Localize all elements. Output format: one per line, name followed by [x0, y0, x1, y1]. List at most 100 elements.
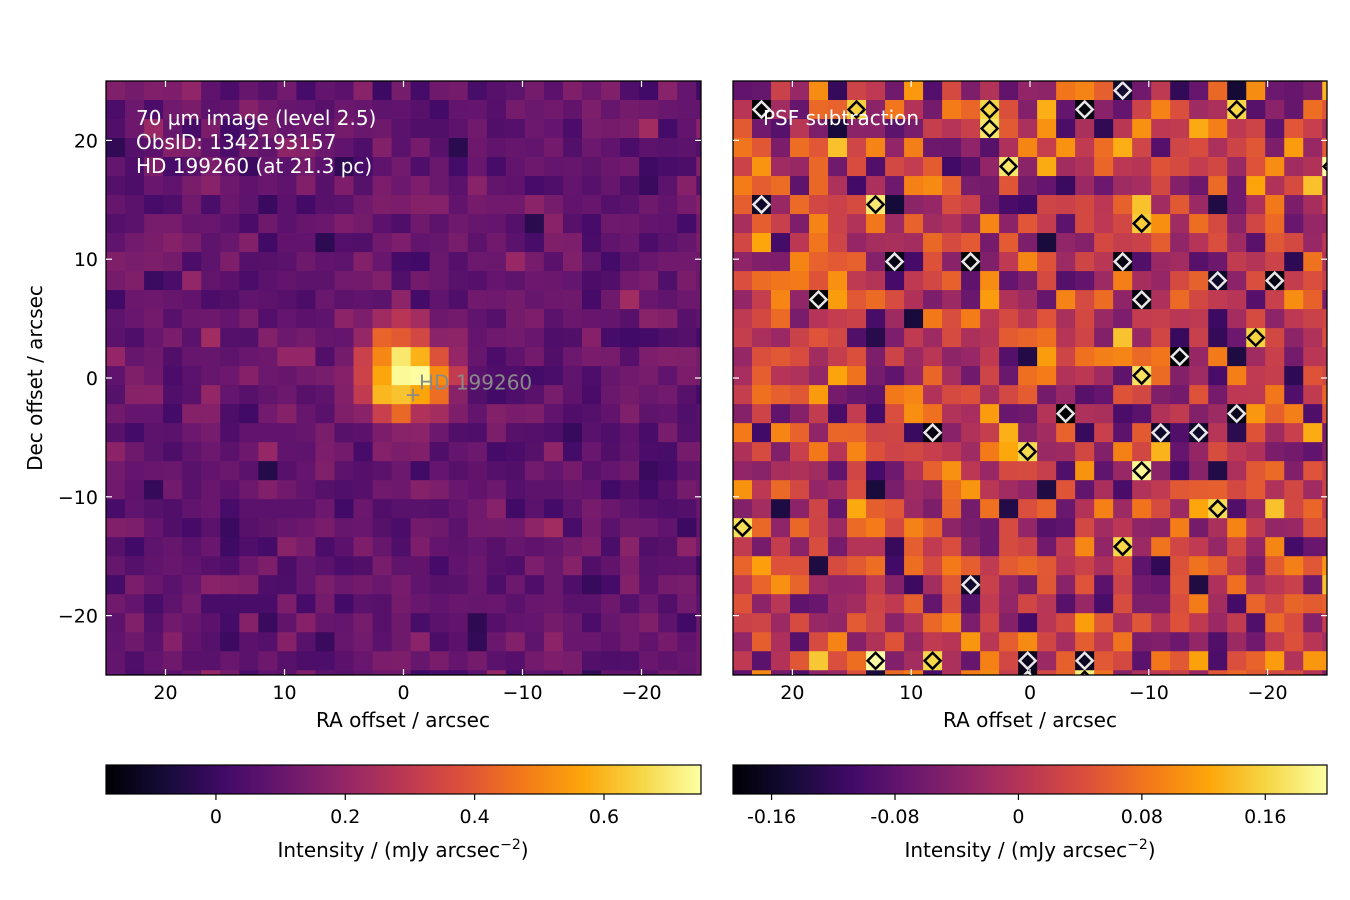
heatmap-pixel [1075, 138, 1095, 158]
heatmap-pixel [866, 252, 886, 272]
heatmap-pixel [1265, 252, 1285, 272]
heatmap-pixel [639, 651, 659, 671]
heatmap-pixel [239, 119, 259, 139]
heatmap-pixel [258, 575, 278, 595]
left-colorbar-label-end: ) [521, 838, 529, 862]
heatmap-pixel [771, 138, 791, 158]
heatmap-pixel [239, 689, 259, 709]
heatmap-pixel [1132, 499, 1152, 519]
heatmap-pixel [752, 271, 772, 291]
heatmap-pixel [790, 423, 810, 443]
heatmap-pixel [866, 461, 886, 481]
heatmap-pixel [885, 290, 905, 310]
heatmap-pixel [1265, 594, 1285, 614]
heatmap-pixel [391, 271, 412, 291]
heatmap-pixel [847, 423, 867, 443]
heatmap-pixel [106, 81, 126, 101]
heatmap-pixel [790, 347, 810, 367]
heatmap-pixel [1037, 442, 1057, 462]
heatmap-pixel [1189, 290, 1209, 310]
heatmap-pixel [1208, 366, 1228, 386]
heatmap-pixel [524, 442, 545, 462]
heatmap-pixel [372, 347, 393, 367]
heatmap-pixel [658, 290, 678, 310]
heatmap-pixel [639, 518, 659, 538]
heatmap-pixel [296, 309, 317, 329]
heatmap-pixel [715, 461, 735, 481]
heatmap-pixel [201, 81, 221, 101]
heatmap-pixel [543, 81, 564, 101]
heatmap-pixel [601, 195, 621, 215]
contour-line [998, 156, 1019, 177]
heatmap-pixel [1322, 575, 1327, 595]
heatmap-pixel [391, 214, 412, 234]
heatmap-pixel [182, 480, 202, 500]
heatmap-pixel [771, 252, 791, 272]
heatmap-pixel [752, 480, 772, 500]
heatmap-pixel [733, 328, 753, 348]
heatmap-pixel [448, 518, 469, 538]
heatmap-pixel [923, 119, 943, 139]
heatmap-pixel [334, 252, 355, 272]
heatmap-pixel [448, 366, 469, 386]
heatmap-pixel [620, 81, 640, 101]
heatmap-pixel [658, 651, 678, 671]
heatmap-pixel [1018, 556, 1038, 576]
heatmap-pixel [1113, 556, 1133, 576]
heatmap-pixel [1075, 575, 1095, 595]
heatmap-pixel [620, 556, 640, 576]
heatmap-pixel [885, 556, 905, 576]
heatmap-pixel [258, 119, 278, 139]
heatmap-pixel [885, 119, 905, 139]
heatmap-pixel [1322, 537, 1327, 557]
heatmap-pixel [1284, 233, 1304, 253]
heatmap-pixel [429, 195, 450, 215]
heatmap-pixel [847, 594, 867, 614]
heatmap-pixel [828, 347, 848, 367]
heatmap-pixel [847, 119, 867, 139]
heatmap-pixel [1037, 81, 1057, 101]
heatmap-pixel [582, 480, 602, 500]
heatmap-pixel [1341, 385, 1350, 405]
heatmap-pixel [277, 556, 297, 576]
heatmap-pixel [809, 385, 829, 405]
heatmap-pixel [258, 385, 278, 405]
heatmap-pixel [658, 537, 678, 557]
heatmap-pixel [1227, 214, 1247, 234]
heatmap-pixel [961, 423, 981, 443]
heatmap-pixel [1113, 518, 1133, 538]
heatmap-pixel [562, 575, 583, 595]
heatmap-pixel [582, 518, 602, 538]
heatmap-pixel [1132, 404, 1152, 424]
heatmap-pixel [391, 651, 412, 671]
heatmap-pixel [1341, 100, 1350, 120]
heatmap-pixel [620, 461, 640, 481]
heatmap-pixel [904, 404, 924, 424]
heatmap-pixel [733, 252, 753, 272]
heatmap-pixel [163, 271, 183, 291]
heatmap-pixel [1246, 575, 1266, 595]
heatmap-pixel [182, 328, 202, 348]
heatmap-pixel [1341, 537, 1350, 557]
heatmap-pixel [828, 309, 848, 329]
heatmap-pixel [620, 651, 640, 671]
heatmap-pixel [1265, 195, 1285, 215]
heatmap-pixel [1056, 309, 1076, 329]
heatmap-pixel [1075, 233, 1095, 253]
heatmap-pixel [942, 594, 962, 614]
heatmap-pixel [334, 442, 355, 462]
heatmap-pixel [524, 119, 545, 139]
heatmap-pixel [391, 670, 412, 675]
heatmap-pixel [790, 252, 810, 272]
heatmap-pixel [220, 138, 240, 158]
heatmap-pixel [1151, 347, 1171, 367]
heatmap-pixel [1018, 575, 1038, 595]
heatmap-pixel [1227, 195, 1247, 215]
left-colorbar-gradient [105, 764, 702, 795]
heatmap-pixel [543, 613, 564, 633]
heatmap-pixel [372, 575, 393, 595]
heatmap-pixel [866, 81, 886, 101]
heatmap-pixel [505, 575, 526, 595]
heatmap-pixel [885, 195, 905, 215]
heatmap-pixel [715, 81, 735, 101]
